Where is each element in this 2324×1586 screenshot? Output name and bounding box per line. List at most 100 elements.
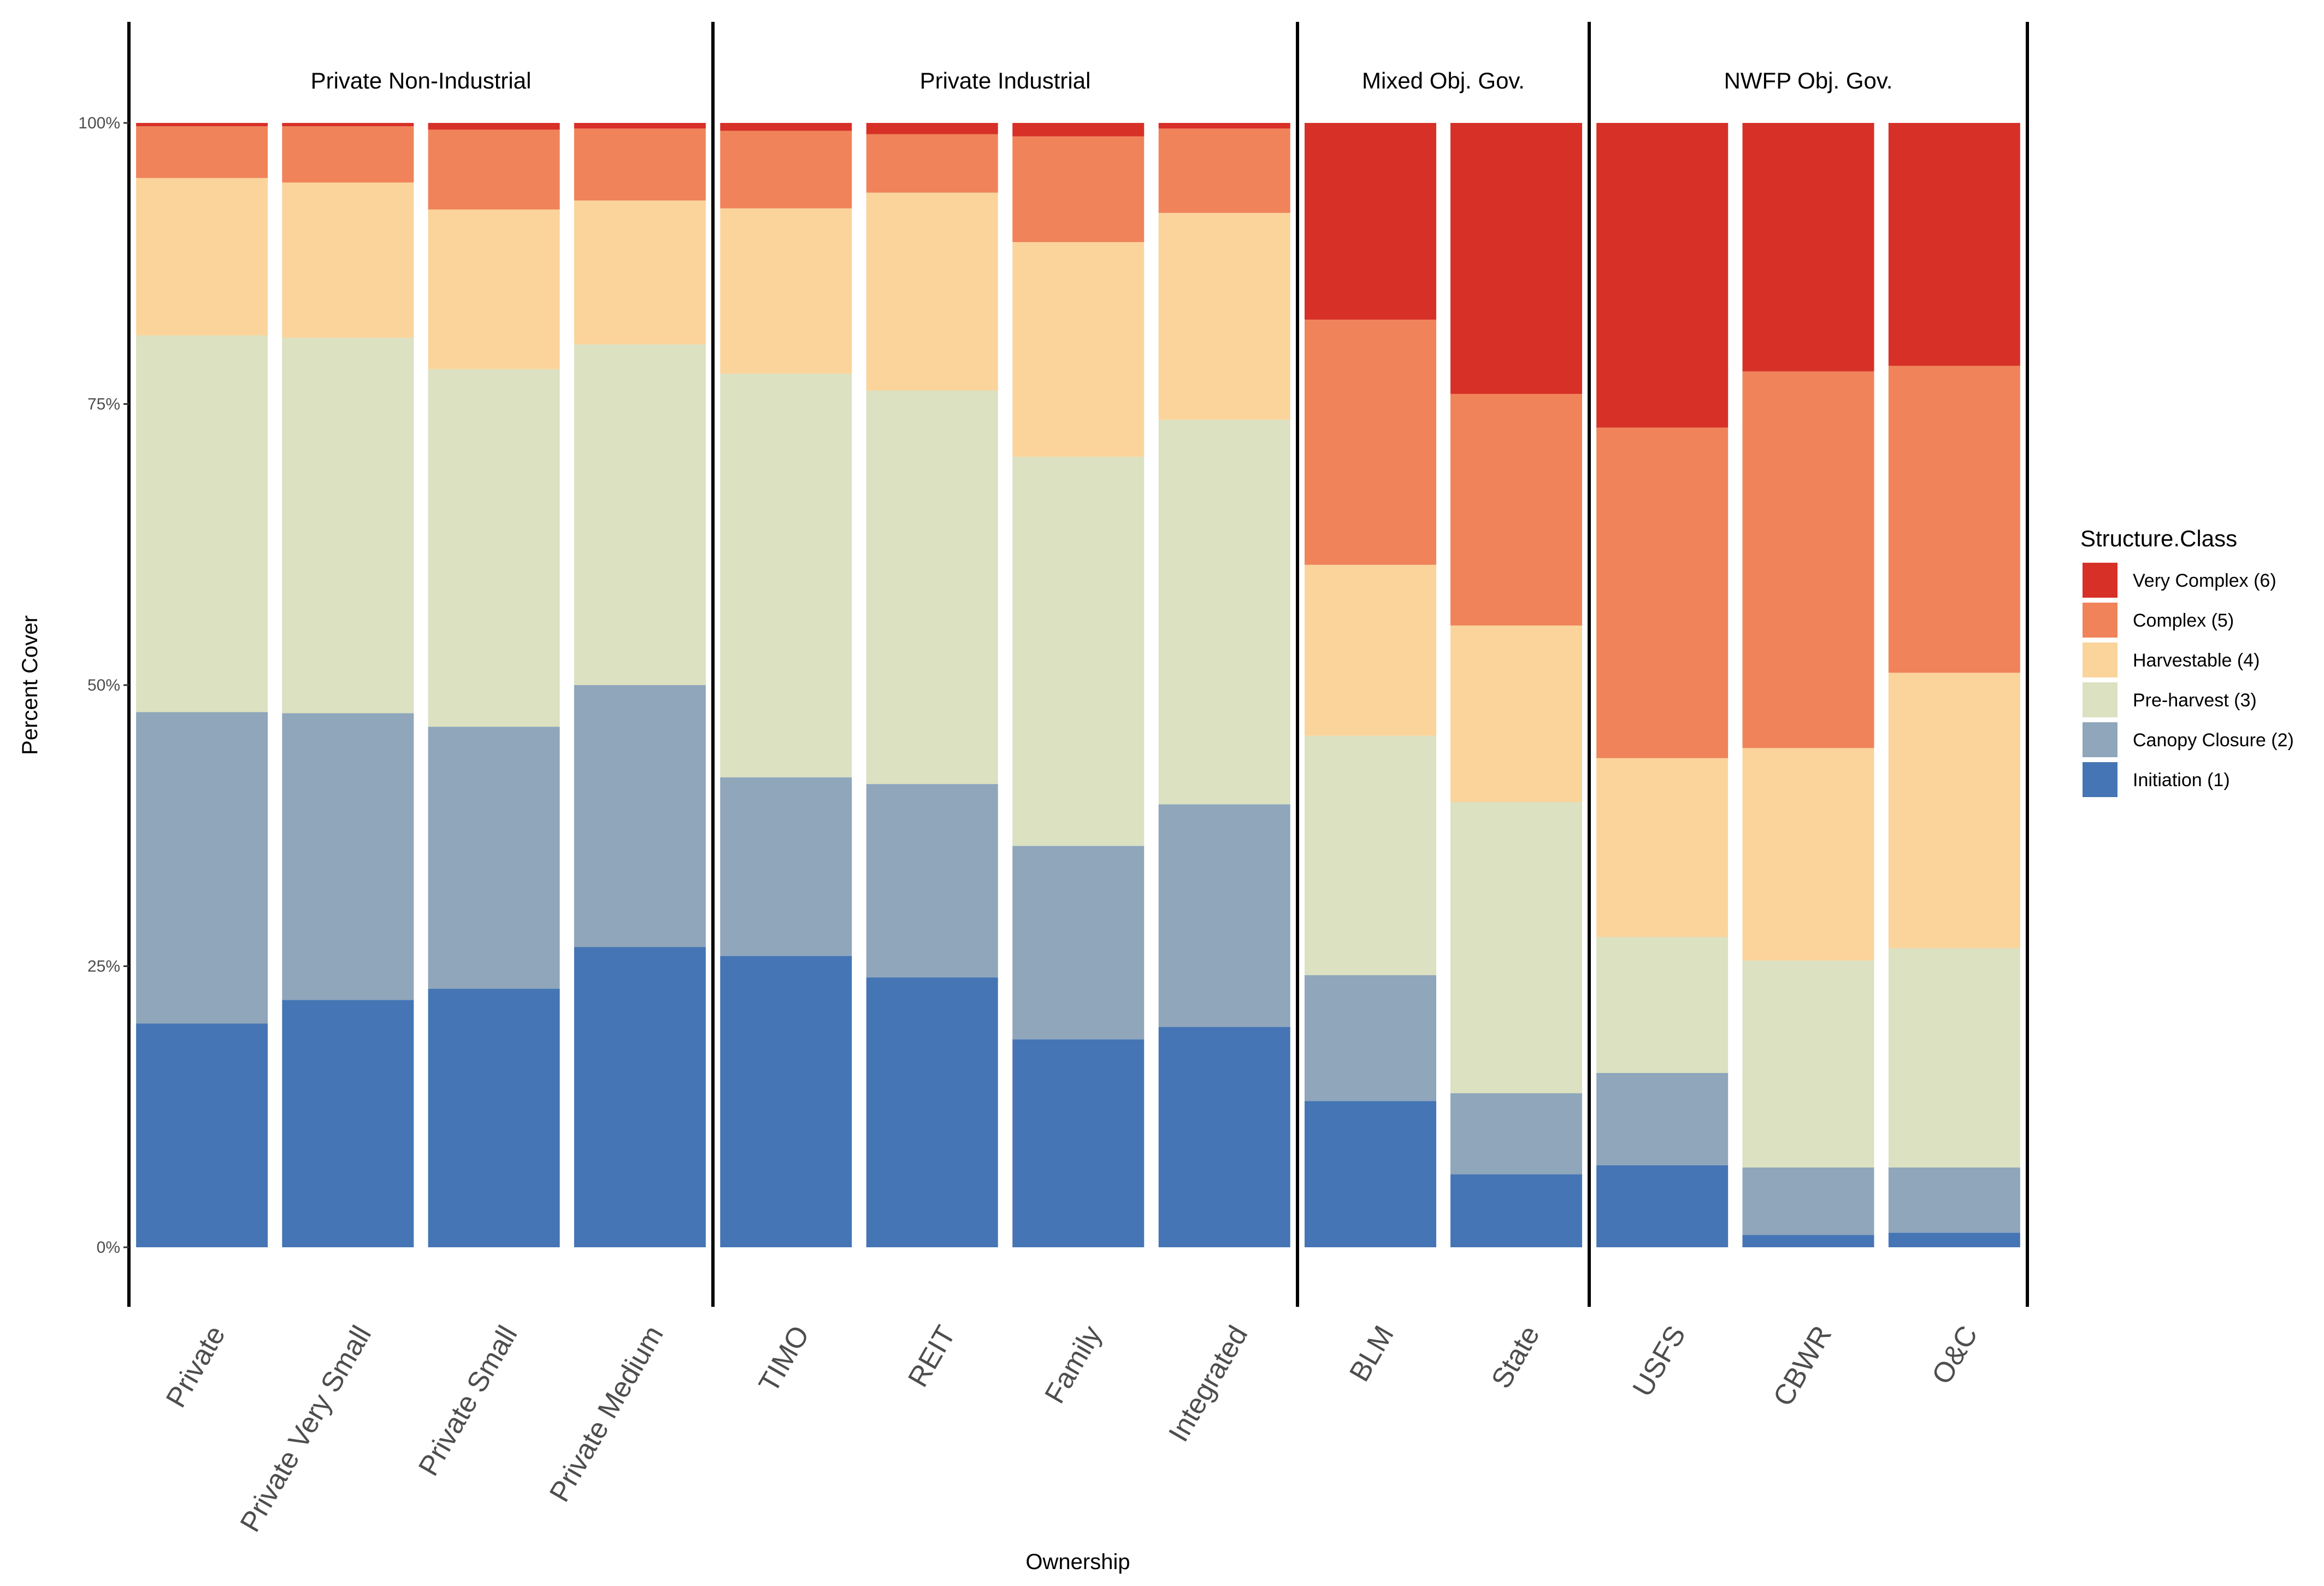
bar-segment-reit-initiation-1 [866, 977, 998, 1247]
bar-segment-reit-complex-5 [866, 134, 998, 193]
bar-segment-private-initiation-1 [136, 1023, 268, 1247]
legend-label-very-complex-6: Very Complex (6) [2133, 570, 2276, 591]
y-tick-label: 75% [87, 396, 120, 414]
bar-segment-family-harvestable-4 [1012, 242, 1145, 457]
legend: Structure.Class Very Complex (6) Complex … [2080, 526, 2294, 797]
legend-title: Structure.Class [2080, 526, 2237, 551]
bar-segment-state-very-complex-6 [1450, 123, 1582, 394]
bar-segment-state-canopy-closure-2 [1450, 1093, 1582, 1175]
bar-segment-state-complex-5 [1450, 393, 1582, 626]
bar-segment-family-canopy-closure-2 [1012, 846, 1145, 1040]
bar-segment-blm-very-complex-6 [1305, 123, 1436, 320]
legend-label-complex-5: Complex (5) [2133, 610, 2234, 631]
bar-segment-blm-complex-5 [1305, 320, 1436, 565]
bar-segment-cbwr-canopy-closure-2 [1742, 1167, 1874, 1235]
bar-segment-private-very-small-canopy-closure-2 [282, 713, 414, 1000]
bar-segment-timo-canopy-closure-2 [720, 777, 852, 956]
bar-segment-private-medium-initiation-1 [574, 947, 706, 1247]
bar-segment-private-very-small-very-complex-6 [282, 123, 414, 127]
panel-title-private-non-industrial: Private Non-Industrial [311, 68, 532, 93]
y-tick-label: 100% [78, 114, 120, 132]
x-axis-category-labels: Private Private Very Small Private Small Pr… [160, 1320, 1984, 1537]
x-tick-label-private-small: Private Small [412, 1320, 523, 1481]
bar-segment-state-initiation-1 [1450, 1174, 1582, 1247]
bar-segment-oandc-canopy-closure-2 [1888, 1167, 2020, 1233]
bar-segment-usfs-canopy-closure-2 [1596, 1073, 1729, 1165]
x-tick-label-blm: BLM [1343, 1320, 1400, 1387]
bar-segment-private-complex-5 [136, 126, 268, 178]
bar-segment-oandc-initiation-1 [1888, 1233, 2020, 1247]
bar-segment-private-medium-harvestable-4 [574, 201, 706, 345]
bar-segment-integrated-harvestable-4 [1158, 213, 1290, 420]
bar-segment-private-medium-canopy-closure-2 [574, 685, 706, 947]
y-axis: 0% 25% 50% 75% 100% [78, 114, 129, 1257]
bar-segment-private-medium-very-complex-6 [574, 123, 706, 129]
bar-segment-private-pre-harvest-3 [136, 335, 268, 712]
bar-segment-integrated-initiation-1 [1158, 1027, 1290, 1247]
legend-label-pre-harvest-3: Pre-harvest (3) [2133, 690, 2257, 711]
bar-segment-private-very-small-complex-5 [282, 126, 414, 183]
bar-segment-state-pre-harvest-3 [1450, 802, 1582, 1094]
bar-segment-integrated-pre-harvest-3 [1158, 420, 1290, 805]
panel-title-mixed-obj-gov: Mixed Obj. Gov. [1362, 68, 1525, 93]
bar-segment-private-small-initiation-1 [428, 988, 560, 1247]
bar-segment-integrated-complex-5 [1158, 128, 1290, 213]
y-axis-title: Percent Cover [18, 615, 42, 755]
bar-segment-private-very-small-initiation-1 [282, 1000, 414, 1247]
bar-segment-state-harvestable-4 [1450, 625, 1582, 803]
bar-segment-timo-very-complex-6 [720, 123, 852, 131]
bar-segment-reit-pre-harvest-3 [866, 390, 998, 785]
bar-segment-blm-canopy-closure-2 [1305, 975, 1436, 1101]
bar-segment-usfs-complex-5 [1596, 427, 1729, 758]
bar-segment-cbwr-pre-harvest-3 [1742, 960, 1874, 1168]
bar-segment-private-medium-pre-harvest-3 [574, 344, 706, 685]
bar-segment-oandc-pre-harvest-3 [1888, 948, 2020, 1168]
x-tick-label-oandc: O&C [1926, 1320, 1984, 1390]
bar-segment-usfs-initiation-1 [1596, 1165, 1729, 1247]
bar-segment-usfs-pre-harvest-3 [1596, 936, 1729, 1074]
x-tick-label-private-very-small: Private Very Small [234, 1320, 378, 1537]
bar-segment-blm-harvestable-4 [1305, 564, 1436, 736]
bar-segment-cbwr-initiation-1 [1742, 1235, 1874, 1247]
bar-segment-timo-harvestable-4 [720, 208, 852, 374]
bar-segment-family-very-complex-6 [1012, 123, 1145, 137]
bar-segment-private-very-complex-6 [136, 123, 268, 127]
panel-separators [127, 22, 2029, 1307]
bar-segment-timo-pre-harvest-3 [720, 373, 852, 777]
legend-key-pre-harvest-3 [2083, 682, 2117, 717]
legend-label-canopy-closure-2: Canopy Closure (2) [2133, 730, 2294, 751]
bar-segment-private-canopy-closure-2 [136, 712, 268, 1024]
x-tick-label-reit: REIT [902, 1320, 962, 1393]
bar-segment-timo-initiation-1 [720, 956, 852, 1247]
bar-segment-reit-canopy-closure-2 [866, 784, 998, 978]
legend-key-harvestable-4 [2083, 642, 2117, 677]
legend-label-initiation-1: Initiation (1) [2133, 770, 2230, 791]
x-tick-label-family: Family [1039, 1320, 1108, 1409]
bar-segment-oandc-complex-5 [1888, 365, 2020, 673]
panel-strip-labels: Private Non-Industrial Private Industrial… [311, 68, 1893, 93]
legend-key-initiation-1 [2083, 762, 2117, 797]
bar-segment-private-harvestable-4 [136, 178, 268, 335]
x-axis-title: Ownership [1025, 1550, 1130, 1574]
legend-key-canopy-closure-2 [2083, 722, 2117, 757]
bar-segment-private-small-very-complex-6 [428, 123, 560, 130]
bar-segment-cbwr-very-complex-6 [1742, 123, 1874, 372]
legend-key-very-complex-6 [2083, 563, 2117, 598]
x-tick-label-private: Private [160, 1320, 232, 1413]
bar-segment-usfs-very-complex-6 [1596, 123, 1729, 428]
bar-segment-reit-very-complex-6 [866, 123, 998, 134]
bar-segment-private-small-pre-harvest-3 [428, 369, 560, 727]
bar-segment-integrated-very-complex-6 [1158, 123, 1290, 129]
bars-layer [136, 123, 2020, 1247]
bar-segment-private-very-small-harvestable-4 [282, 182, 414, 338]
bar-segment-blm-initiation-1 [1305, 1101, 1436, 1247]
bar-segment-blm-pre-harvest-3 [1305, 735, 1436, 975]
bar-segment-timo-complex-5 [720, 131, 852, 209]
bar-segment-private-very-small-pre-harvest-3 [282, 338, 414, 714]
x-tick-label-timo: TIMO [753, 1320, 816, 1398]
bar-segment-oandc-harvestable-4 [1888, 673, 2020, 948]
panel-title-nwfp-obj-gov: NWFP Obj. Gov. [1724, 68, 1893, 93]
bar-segment-private-small-complex-5 [428, 129, 560, 210]
x-tick-label-private-medium: Private Medium [544, 1320, 670, 1507]
